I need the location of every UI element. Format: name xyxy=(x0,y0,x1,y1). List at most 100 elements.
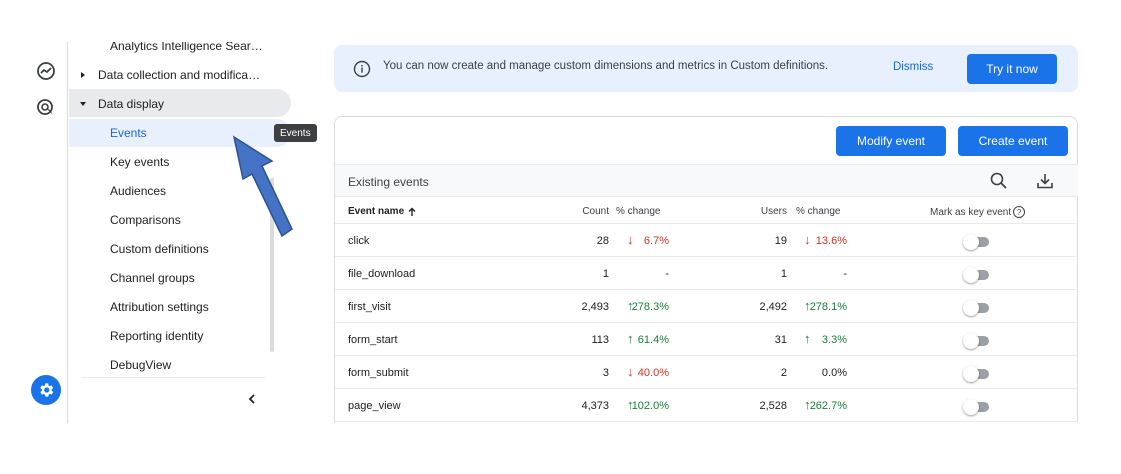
event-name[interactable]: form_submit xyxy=(348,367,409,379)
key-event-toggle[interactable] xyxy=(963,300,989,316)
column-event-name[interactable]: Event name xyxy=(348,206,417,217)
count-change: 278.3% xyxy=(631,301,669,313)
toggle-knob xyxy=(963,399,979,415)
nav-item-comparisons[interactable]: Comparisons xyxy=(110,212,181,227)
event-users: 2,528 xyxy=(759,400,787,412)
nav-item-reporting-identity[interactable]: Reporting identity xyxy=(110,328,204,343)
column-users-change[interactable]: % change xyxy=(796,206,841,217)
arrow-up-icon: ↑ xyxy=(804,298,811,313)
event-name[interactable]: click xyxy=(348,235,370,247)
nav-item-custom-definitions[interactable]: Custom definitions xyxy=(110,241,209,256)
table-row[interactable]: form_submit 3 ↓ 40.0% 2 0.0% xyxy=(335,356,1078,389)
arrow-down-icon: ↓ xyxy=(627,364,634,379)
toggle-knob xyxy=(963,267,979,283)
reports-icon[interactable] xyxy=(35,60,57,82)
dismiss-link[interactable]: Dismiss xyxy=(893,61,934,73)
users-change: - xyxy=(843,268,847,280)
event-users: 19 xyxy=(774,235,787,247)
event-name[interactable]: page_view xyxy=(348,400,401,412)
nav-item-analytics-intelligence[interactable]: Analytics Intelligence Sear… xyxy=(110,42,263,53)
modify-event-button[interactable]: Modify event xyxy=(836,126,946,156)
create-event-button[interactable]: Create event xyxy=(958,126,1068,156)
arrow-down-icon: ↓ xyxy=(804,232,811,247)
column-users[interactable]: Users xyxy=(760,206,787,217)
sort-arrow-up-icon xyxy=(408,207,416,216)
count-change: 61.4% xyxy=(637,334,669,346)
count-change: 6.7% xyxy=(643,235,669,247)
event-count: 3 xyxy=(602,367,609,379)
nav-item-audiences[interactable]: Audiences xyxy=(110,183,167,198)
arrow-up-icon: ↑ xyxy=(804,331,811,346)
event-name[interactable]: form_start xyxy=(348,334,398,346)
event-users: 2 xyxy=(780,367,787,379)
existing-events-title: Existing events xyxy=(348,175,429,189)
arrow-up-icon: ↑ xyxy=(804,397,811,412)
event-count: 1 xyxy=(602,268,609,280)
users-change: 13.6% xyxy=(815,235,847,247)
nav-item-debugview[interactable]: DebugView xyxy=(110,357,172,372)
admin-nav: Analytics Intelligence Sear… Data collec… xyxy=(69,42,334,423)
count-change: - xyxy=(665,268,669,280)
event-users: 2,492 xyxy=(759,301,787,313)
key-event-toggle[interactable] xyxy=(963,366,989,382)
table-row[interactable]: form_start 113 ↑ 61.4% 31 ↑ 3.3% xyxy=(335,323,1078,356)
nav-scrollbar[interactable] xyxy=(270,178,274,352)
arrow-up-icon: ↑ xyxy=(627,298,634,313)
arrow-down-icon: ↓ xyxy=(627,232,634,247)
event-count: 113 xyxy=(591,334,609,346)
nav-group-highlight xyxy=(69,89,291,117)
banner-message: You can now create and manage custom dim… xyxy=(383,60,829,72)
arrow-up-icon: ↑ xyxy=(627,397,634,412)
key-event-toggle[interactable] xyxy=(963,333,989,349)
event-name[interactable]: file_download xyxy=(348,268,416,280)
toggle-knob xyxy=(963,366,979,382)
table-row[interactable]: first_visit 2,493 ↑ 278.3% 2,492 ↑ 278.1% xyxy=(335,290,1078,323)
nav-item-key-events[interactable]: Key events xyxy=(110,154,170,169)
key-event-toggle[interactable] xyxy=(963,234,989,250)
table-row[interactable]: click 28 ↓ 6.7% 19 ↓ 13.6% xyxy=(335,224,1078,257)
event-users: 31 xyxy=(774,334,787,346)
app-frame: Analytics Intelligence Sear… Data collec… xyxy=(24,42,1078,423)
nav-item-data-display[interactable]: Data display xyxy=(77,89,164,118)
column-count[interactable]: Count xyxy=(582,206,609,217)
info-banner: You can now create and manage custom dim… xyxy=(334,45,1078,92)
info-icon xyxy=(353,60,371,78)
count-change: 40.0% xyxy=(637,367,669,379)
help-icon[interactable]: ? xyxy=(1013,206,1026,218)
caret-down-icon xyxy=(77,98,89,110)
advertising-icon[interactable] xyxy=(35,97,57,119)
nav-item-data-collection[interactable]: Data collection and modifica… xyxy=(77,60,260,89)
key-event-toggle[interactable] xyxy=(963,267,989,283)
users-change: 278.1% xyxy=(809,301,847,313)
event-count: 4,373 xyxy=(581,400,609,412)
nav-item-attribution-settings[interactable]: Attribution settings xyxy=(110,299,209,314)
column-count-change[interactable]: % change xyxy=(616,206,661,217)
admin-gear-icon[interactable] xyxy=(31,375,61,405)
arrow-up-icon: ↑ xyxy=(627,331,634,346)
users-change: 262.7% xyxy=(809,400,847,412)
table-row[interactable]: page_view 4,373 ↑ 102.0% 2,528 ↑ 262.7% xyxy=(335,389,1078,422)
download-icon[interactable] xyxy=(1035,171,1055,191)
event-users: 1 xyxy=(780,268,787,280)
count-change: 102.0% xyxy=(631,400,669,412)
events-card: Modify event Create event Existing event… xyxy=(334,116,1078,423)
events-tooltip: Events xyxy=(274,124,317,142)
event-name[interactable]: first_visit xyxy=(348,301,391,313)
toggle-knob xyxy=(963,333,979,349)
nav-item-channel-groups[interactable]: Channel groups xyxy=(110,270,195,285)
table-row[interactable]: file_download 1 - 1 - xyxy=(335,257,1078,290)
users-change: 0.0% xyxy=(821,367,847,379)
nav-active-highlight xyxy=(69,119,291,147)
try-it-now-button[interactable]: Try it now xyxy=(967,54,1057,84)
event-count: 28 xyxy=(596,235,609,247)
nav-divider xyxy=(81,377,265,378)
toggle-knob xyxy=(963,234,979,250)
search-icon[interactable] xyxy=(989,171,1009,191)
collapse-chevron-icon[interactable] xyxy=(243,390,261,408)
existing-events-header: Existing events xyxy=(335,164,1078,197)
key-event-toggle[interactable] xyxy=(963,399,989,415)
toggle-knob xyxy=(963,300,979,316)
left-rail xyxy=(24,42,68,423)
event-count: 2,493 xyxy=(581,301,609,313)
nav-item-events[interactable]: Events xyxy=(110,125,147,140)
